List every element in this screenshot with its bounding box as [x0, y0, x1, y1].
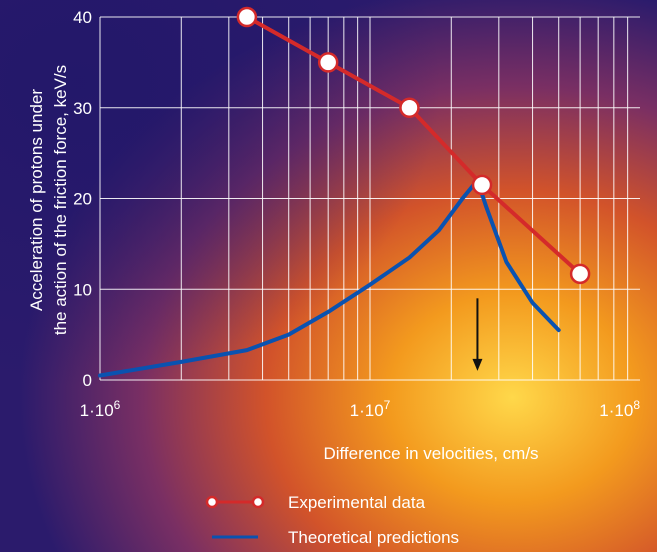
- x-tick-label: 1·106: [80, 398, 121, 420]
- annotation-arrow-head: [472, 358, 483, 371]
- data-point-experimental: [236, 6, 258, 28]
- legend: Experimental data Theoretical prediction…: [205, 493, 459, 547]
- legend-marker-experimental: [205, 495, 265, 509]
- data-point-experimental: [317, 52, 339, 73]
- y-tick-labels: 0 10 20 30 40: [73, 8, 92, 390]
- y-tick-label: 0: [83, 371, 92, 390]
- y-axis-label-line2: the action of the friction force, keV/s: [51, 65, 70, 335]
- annotations: [472, 298, 483, 371]
- data-point-experimental: [399, 97, 420, 118]
- legend-label-theoretical: Theoretical predictions: [288, 528, 459, 547]
- y-axis-label-line1: Acceleration of protons under: [27, 89, 46, 311]
- y-tick-label: 30: [73, 99, 92, 118]
- x-tick-label: 1·107: [350, 398, 391, 420]
- x-axis-label: Difference in velocities, cm/s: [323, 444, 538, 463]
- y-tick-label: 40: [73, 8, 92, 27]
- series-group: [98, 6, 591, 378]
- series-line-theoretical: [98, 178, 561, 378]
- y-tick-label: 20: [73, 190, 92, 209]
- y-tick-label: 10: [73, 280, 92, 299]
- data-point-experimental: [471, 174, 493, 196]
- grid: [99, 16, 640, 381]
- x-tick-label: 1·108: [599, 398, 640, 420]
- legend-label-experimental: Experimental data: [288, 493, 426, 512]
- x-tick-labels: 1·106 1·107 1·108: [80, 398, 641, 420]
- data-point-experimental: [569, 263, 591, 285]
